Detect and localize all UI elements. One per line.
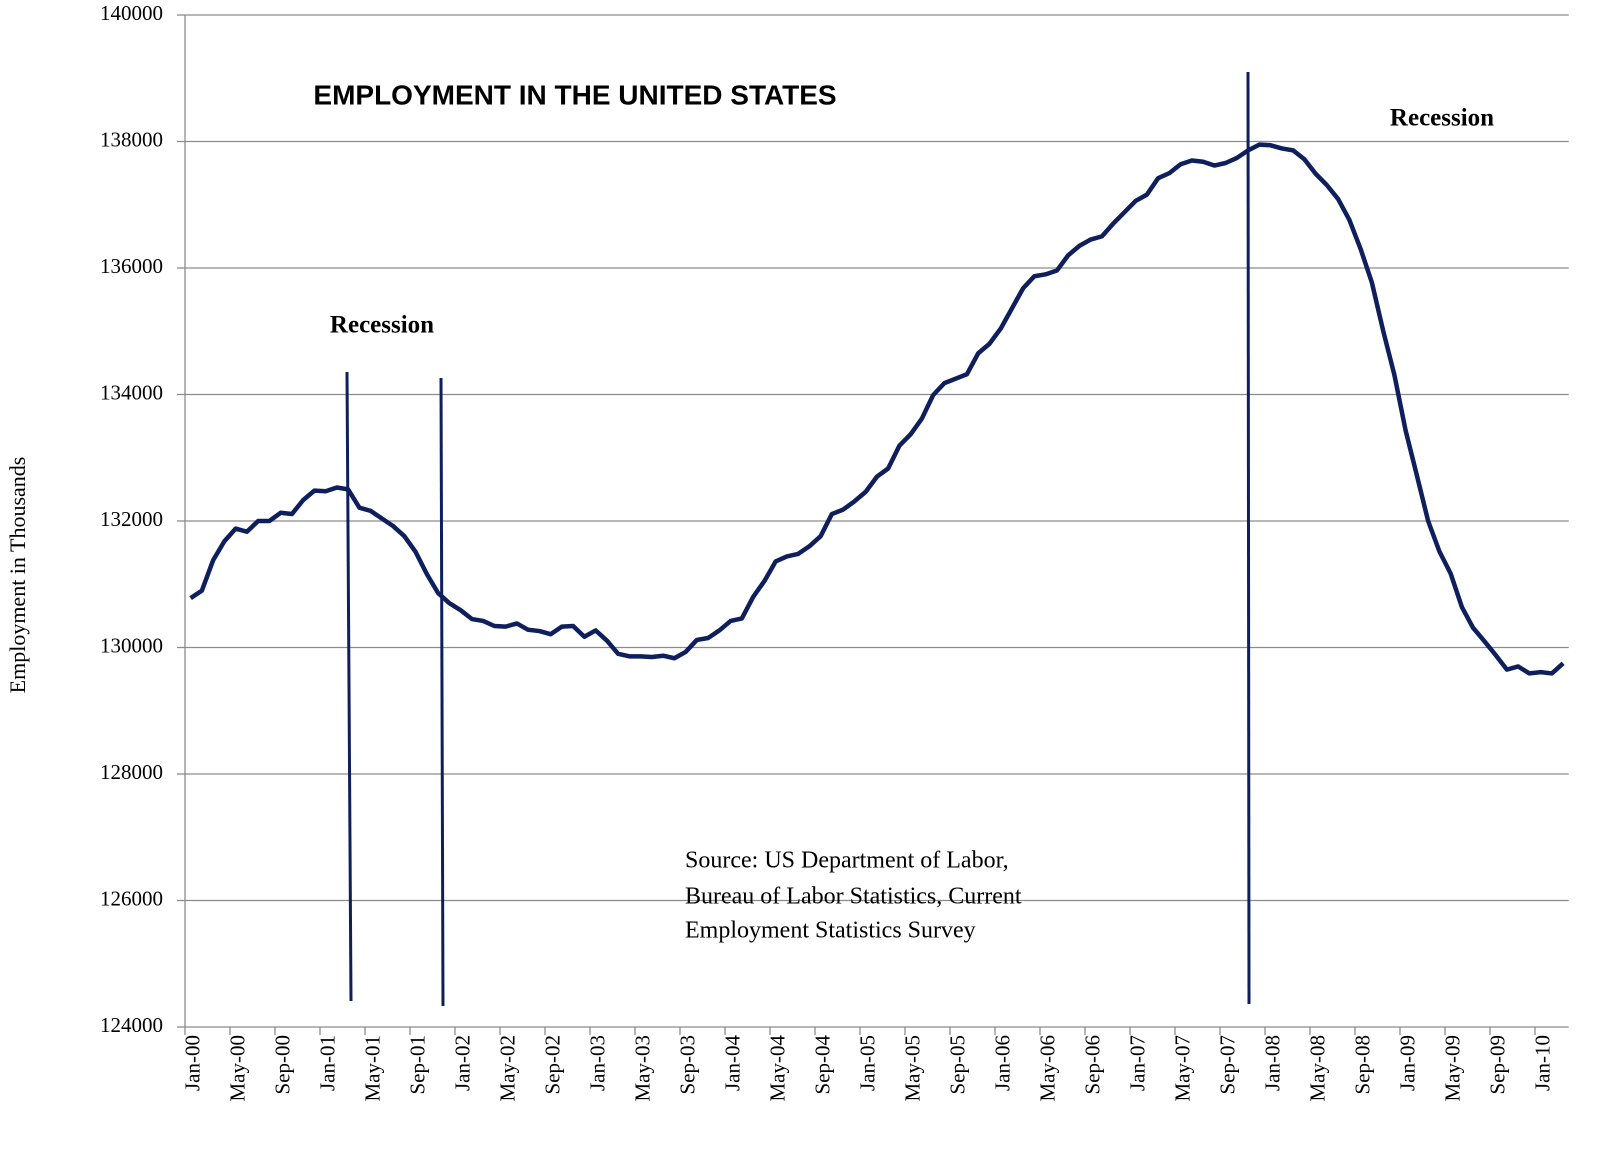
x-tick-label: Sep-08 <box>1350 1035 1374 1095</box>
source-note: Employment Statistics Survey <box>685 918 976 944</box>
x-tick-label: Sep-03 <box>675 1035 699 1095</box>
x-tick-label: Jan-07 <box>1125 1035 1149 1091</box>
y-tick-label: 140000 <box>100 1 163 25</box>
y-tick-label: 124000 <box>100 1013 163 1037</box>
recession-line <box>345 371 353 1002</box>
x-tick-label: May-09 <box>1440 1035 1464 1102</box>
x-tick-label: Jan-06 <box>990 1035 1014 1091</box>
x-tick-label: May-04 <box>765 1035 789 1102</box>
y-tick-label: 128000 <box>100 760 163 784</box>
x-tick-label: Jan-02 <box>450 1035 474 1091</box>
x-tick-label: May-07 <box>1170 1035 1194 1102</box>
y-tick-label: 138000 <box>100 127 163 151</box>
x-tick-label: May-00 <box>225 1035 249 1102</box>
x-tick-label: Jan-05 <box>855 1035 879 1091</box>
x-tick-label: May-08 <box>1305 1035 1329 1102</box>
y-tick-label: 134000 <box>100 380 163 404</box>
x-tick-label: Jan-09 <box>1395 1035 1419 1091</box>
source-note: Source: US Department of Labor, <box>685 848 1009 874</box>
x-tick-label: Sep-04 <box>810 1035 834 1095</box>
x-tick-label: May-06 <box>1035 1035 1059 1102</box>
recession-line <box>1246 71 1251 1005</box>
x-tick-label: Jan-10 <box>1530 1035 1554 1091</box>
x-tick-label: Jan-08 <box>1260 1035 1284 1091</box>
x-tick-label: Sep-02 <box>540 1035 564 1095</box>
chart-title: EMPLOYMENT IN THE UNITED STATES <box>313 79 836 110</box>
data-line <box>189 142 1565 676</box>
x-tick-label: Sep-09 <box>1485 1035 1509 1095</box>
x-tick-label: Sep-00 <box>270 1035 294 1095</box>
x-tick-label: May-05 <box>900 1035 924 1102</box>
y-axis-label: Employment in Thousands <box>5 457 30 694</box>
annotation: Recession <box>330 312 434 339</box>
x-tick-label: Jan-03 <box>585 1035 609 1091</box>
x-tick-label: Sep-06 <box>1080 1035 1104 1095</box>
x-tick-label: Jan-04 <box>720 1035 744 1091</box>
x-tick-label: Sep-07 <box>1215 1035 1239 1095</box>
x-tick-label: May-02 <box>495 1035 519 1102</box>
x-tick-label: Sep-01 <box>405 1035 429 1095</box>
x-tick-label: Jan-01 <box>315 1035 339 1091</box>
x-tick-label: May-03 <box>630 1035 654 1102</box>
x-tick-label: Jan-00 <box>180 1035 204 1091</box>
annotation: Recession <box>1390 105 1494 132</box>
y-tick-label: 136000 <box>100 254 163 278</box>
y-tick-label: 132000 <box>100 507 163 531</box>
x-tick-label: Sep-05 <box>945 1035 969 1095</box>
recession-line <box>439 377 445 1007</box>
y-tick-label: 126000 <box>100 886 163 910</box>
x-tick-label: May-01 <box>360 1035 384 1102</box>
source-note: Bureau of Labor Statistics, Current <box>685 884 1022 910</box>
y-tick-label: 130000 <box>100 633 163 657</box>
